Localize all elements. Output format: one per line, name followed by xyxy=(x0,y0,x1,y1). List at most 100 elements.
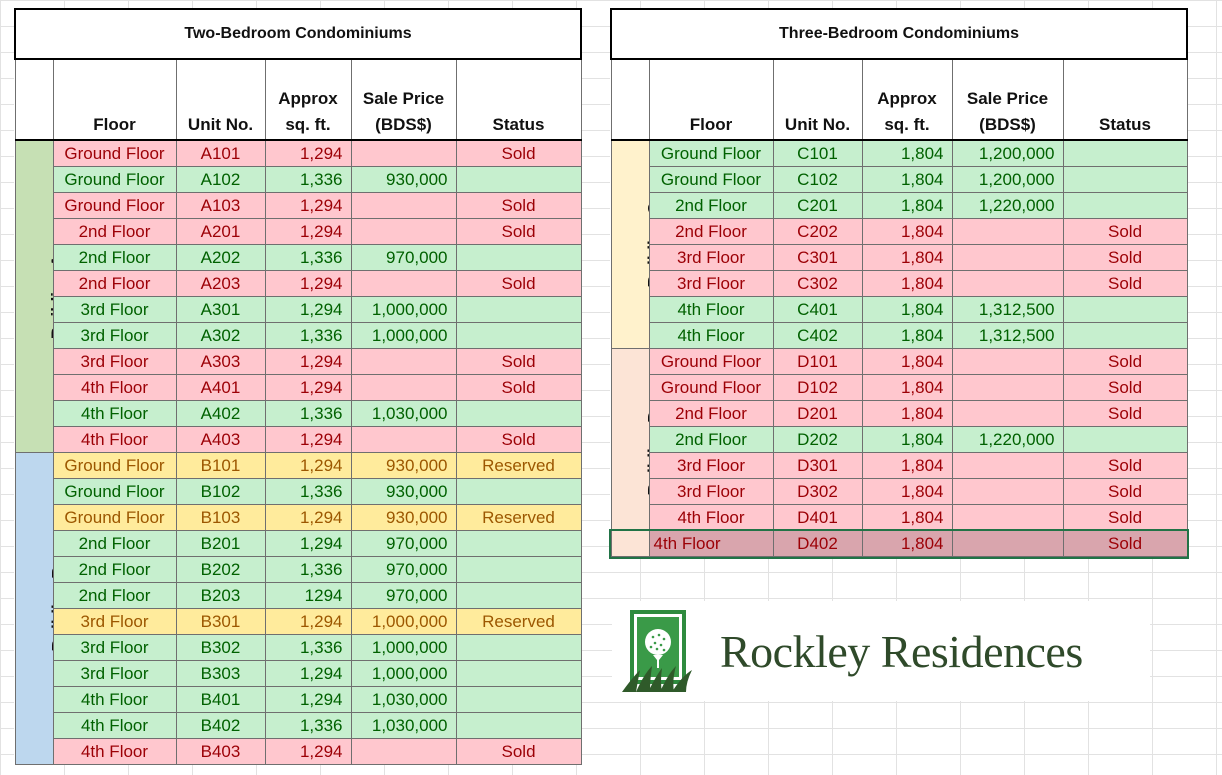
floor-cell[interactable]: 3rd Floor xyxy=(52,322,177,349)
status-cell[interactable] xyxy=(1062,192,1188,219)
unit-cell[interactable]: B301 xyxy=(175,608,266,635)
status-cell[interactable] xyxy=(455,244,582,271)
unit-cell[interactable]: D102 xyxy=(772,374,863,401)
unit-cell[interactable]: A403 xyxy=(175,426,266,453)
floor-cell[interactable]: 2nd Floor xyxy=(52,530,177,557)
header-status[interactable]: Status xyxy=(455,58,582,141)
floor-cell[interactable]: Ground Floor xyxy=(52,192,177,219)
price-cell[interactable]: 930,000 xyxy=(350,452,457,479)
status-cell[interactable]: Reserved xyxy=(455,608,582,635)
price-cell[interactable]: 970,000 xyxy=(350,556,457,583)
sqft-cell[interactable]: 1,294 xyxy=(264,504,352,531)
header-building-blank[interactable] xyxy=(610,58,650,141)
sqft-cell[interactable]: 1294 xyxy=(264,582,352,609)
building-label-cell[interactable]: Building D xyxy=(610,348,650,557)
price-cell[interactable] xyxy=(951,348,1064,375)
status-cell[interactable]: Reserved xyxy=(455,504,582,531)
sqft-cell[interactable]: 1,336 xyxy=(264,244,352,271)
header-sqft[interactable]: Approx sq. ft. xyxy=(264,58,352,141)
status-cell[interactable] xyxy=(455,166,582,193)
sqft-cell[interactable]: 1,804 xyxy=(861,400,953,427)
unit-cell[interactable]: A201 xyxy=(175,218,266,245)
price-cell[interactable]: 1,312,500 xyxy=(951,322,1064,349)
unit-cell[interactable]: D202 xyxy=(772,426,863,453)
floor-cell[interactable]: Ground Floor xyxy=(648,348,774,375)
floor-cell[interactable]: 3rd Floor xyxy=(648,478,774,505)
floor-cell[interactable]: 3rd Floor xyxy=(52,608,177,635)
unit-cell[interactable]: A401 xyxy=(175,374,266,401)
price-cell[interactable] xyxy=(951,452,1064,479)
header-sqft[interactable]: Approx sq. ft. xyxy=(861,58,953,141)
sqft-cell[interactable]: 1,294 xyxy=(264,452,352,479)
unit-cell[interactable]: B102 xyxy=(175,478,266,505)
unit-cell[interactable]: D402 xyxy=(772,530,863,557)
floor-cell[interactable]: 4th Floor xyxy=(648,530,774,557)
status-cell[interactable] xyxy=(1062,426,1188,453)
building-label-cell[interactable]: Building C xyxy=(610,139,650,349)
floor-cell[interactable]: 2nd Floor xyxy=(648,218,774,245)
sqft-cell[interactable]: 1,804 xyxy=(861,192,953,219)
status-cell[interactable]: Sold xyxy=(455,270,582,297)
price-cell[interactable]: 1,220,000 xyxy=(951,192,1064,219)
sqft-cell[interactable]: 1,294 xyxy=(264,192,352,219)
floor-cell[interactable]: 3rd Floor xyxy=(648,452,774,479)
status-cell[interactable]: Sold xyxy=(1062,374,1188,401)
status-cell[interactable]: Sold xyxy=(455,348,582,375)
status-cell[interactable]: Sold xyxy=(455,218,582,245)
unit-cell[interactable]: C201 xyxy=(772,192,863,219)
floor-cell[interactable]: 4th Floor xyxy=(648,504,774,531)
building-label-cell[interactable]: Building A xyxy=(14,139,54,453)
status-cell[interactable]: Sold xyxy=(1062,348,1188,375)
unit-cell[interactable]: A102 xyxy=(175,166,266,193)
price-cell[interactable] xyxy=(350,218,457,245)
sqft-cell[interactable]: 1,804 xyxy=(861,166,953,193)
unit-cell[interactable]: A203 xyxy=(175,270,266,297)
price-cell[interactable]: 1,030,000 xyxy=(350,712,457,739)
status-cell[interactable]: Sold xyxy=(1062,270,1188,297)
price-cell[interactable] xyxy=(350,426,457,453)
unit-cell[interactable]: A301 xyxy=(175,296,266,323)
sqft-cell[interactable]: 1,804 xyxy=(861,426,953,453)
floor-cell[interactable]: Ground Floor xyxy=(52,504,177,531)
floor-cell[interactable]: 3rd Floor xyxy=(52,660,177,687)
floor-cell[interactable]: 2nd Floor xyxy=(648,426,774,453)
floor-cell[interactable]: 2nd Floor xyxy=(52,270,177,297)
floor-cell[interactable]: Ground Floor xyxy=(52,478,177,505)
unit-cell[interactable]: A202 xyxy=(175,244,266,271)
floor-cell[interactable]: 3rd Floor xyxy=(52,634,177,661)
status-cell[interactable] xyxy=(455,322,582,349)
unit-cell[interactable]: C102 xyxy=(772,166,863,193)
unit-cell[interactable]: C301 xyxy=(772,244,863,271)
price-cell[interactable] xyxy=(951,218,1064,245)
status-cell[interactable]: Reserved xyxy=(455,452,582,479)
unit-cell[interactable]: B103 xyxy=(175,504,266,531)
price-cell[interactable] xyxy=(350,270,457,297)
price-cell[interactable]: 1,000,000 xyxy=(350,322,457,349)
price-cell[interactable]: 970,000 xyxy=(350,530,457,557)
floor-cell[interactable]: 2nd Floor xyxy=(648,192,774,219)
unit-cell[interactable]: A302 xyxy=(175,322,266,349)
sqft-cell[interactable]: 1,804 xyxy=(861,322,953,349)
price-cell[interactable] xyxy=(951,244,1064,271)
sqft-cell[interactable]: 1,804 xyxy=(861,270,953,297)
price-cell[interactable]: 930,000 xyxy=(350,166,457,193)
unit-cell[interactable]: D302 xyxy=(772,478,863,505)
price-cell[interactable]: 1,030,000 xyxy=(350,400,457,427)
unit-cell[interactable]: B201 xyxy=(175,530,266,557)
floor-cell[interactable]: 3rd Floor xyxy=(648,244,774,271)
sqft-cell[interactable]: 1,804 xyxy=(861,139,953,167)
sqft-cell[interactable]: 1,336 xyxy=(264,400,352,427)
price-cell[interactable]: 1,030,000 xyxy=(350,686,457,713)
sqft-cell[interactable]: 1,804 xyxy=(861,296,953,323)
unit-cell[interactable]: B403 xyxy=(175,738,266,765)
floor-cell[interactable]: 4th Floor xyxy=(52,738,177,765)
unit-cell[interactable]: C202 xyxy=(772,218,863,245)
unit-cell[interactable]: C401 xyxy=(772,296,863,323)
status-cell[interactable] xyxy=(455,660,582,687)
sqft-cell[interactable]: 1,294 xyxy=(264,738,352,765)
unit-cell[interactable]: C101 xyxy=(772,139,863,167)
floor-cell[interactable]: Ground Floor xyxy=(52,139,177,167)
floor-cell[interactable]: 4th Floor xyxy=(52,712,177,739)
sqft-cell[interactable]: 1,336 xyxy=(264,322,352,349)
sqft-cell[interactable]: 1,294 xyxy=(264,608,352,635)
